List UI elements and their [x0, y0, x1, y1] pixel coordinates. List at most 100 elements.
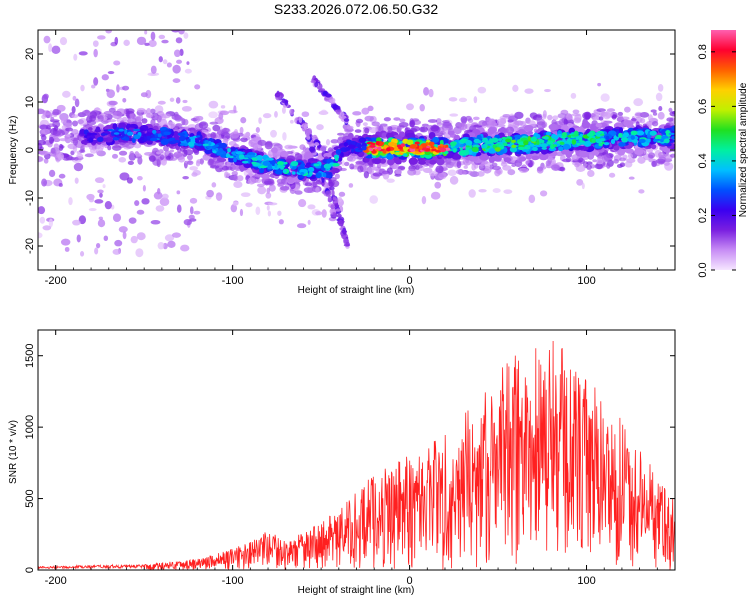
spectrogram-ridge-blob	[562, 143, 571, 150]
spectrogram-halo-blob	[545, 160, 551, 167]
spectrogram-noise-blob	[78, 51, 88, 56]
spectrogram-streak-blob	[310, 80, 317, 84]
spectrogram-noise-blob	[150, 31, 156, 41]
spectrogram-noise-blob	[175, 97, 181, 104]
spectrogram-noise-blob	[239, 126, 244, 134]
spectrogram-halo-blob	[160, 118, 168, 127]
spectrogram-halo-blob	[150, 108, 156, 114]
spectrogram-halo-blob	[65, 127, 74, 132]
spectrogram-noise-blob	[296, 223, 307, 229]
spectrogram-ridge-blob	[233, 156, 237, 163]
spectrogram-noise-blob	[41, 178, 48, 187]
spectrogram-halo-blob	[456, 169, 463, 175]
spectrogram-noise-blob	[142, 30, 145, 31]
spectrogram-ridge-blob	[613, 145, 620, 151]
spectrogram-halo-blob	[161, 113, 171, 119]
spectrogram-halo-blob	[42, 110, 52, 116]
spectrogram-noise-blob	[183, 218, 192, 226]
spectrogram-ridge-blob	[481, 144, 486, 149]
spectrogram-halo-blob	[41, 134, 47, 141]
spectrogram-noise-blob	[170, 30, 181, 33]
spectrogram-ridge-blob	[459, 147, 463, 151]
spectrogram-halo-blob	[586, 164, 592, 170]
spectrogram-ridge-blob	[447, 130, 455, 136]
spectrogram-noise-blob	[492, 188, 501, 194]
spectrogram-halo-blob	[172, 152, 182, 158]
colorbar-tick-label: 0.2	[697, 208, 709, 223]
spectrogram-halo-blob	[572, 109, 580, 114]
spectrogram-halo-blob	[125, 108, 135, 114]
spectrogram-ridge-blob	[523, 146, 528, 150]
spectrogram-streak-blob	[281, 99, 289, 104]
spectrogram-halo-blob	[129, 112, 135, 119]
spectrogram-streak-blob	[335, 208, 341, 212]
spectrogram-halo-blob	[107, 145, 112, 151]
spectrogram-halo-blob	[456, 160, 462, 169]
spectrogram-ridge-blob	[634, 147, 644, 156]
spectrogram-halo-blob	[195, 160, 201, 167]
spectrogram-noise-blob	[72, 95, 77, 101]
spectrogram-noise-blob	[39, 216, 46, 224]
spectrogram-halo-blob	[294, 190, 303, 195]
spectrogram-halo-blob	[53, 143, 60, 150]
spectrogram-noise-blob	[245, 202, 253, 208]
spectrogram-halo-blob	[276, 178, 286, 184]
spectrogram-ridge-blob	[381, 132, 388, 138]
spectrogram-halo-blob	[355, 118, 364, 124]
spectrogram-noise-blob	[140, 92, 148, 98]
snr-ytick-label: 0	[24, 567, 36, 573]
spectrogram-halo-blob	[671, 111, 675, 115]
spectrogram-halo-blob	[547, 114, 553, 121]
spectrogram-noise-blob	[278, 219, 284, 225]
spectrogram-halo-blob	[663, 161, 670, 166]
spectrogram-halo-blob	[590, 112, 601, 117]
spectrogram-ridge-blob	[579, 150, 590, 158]
spectrogram-halo-blob	[65, 133, 72, 137]
spectrogram-halo-blob	[299, 144, 306, 150]
spectrogram-halo-blob	[52, 130, 61, 137]
spectrogram-halo-blob	[421, 123, 429, 127]
spectrogram-halo-blob	[419, 126, 429, 133]
spectrogram-halo-blob	[156, 151, 162, 155]
spectrogram-noise-blob	[576, 178, 584, 186]
spectrogram-noise-blob	[307, 219, 311, 225]
spectrogram-halo-blob	[169, 157, 177, 161]
spectrogram-ridge-blob	[649, 130, 657, 136]
spectrogram-ridge-blob	[241, 160, 249, 164]
spectrogram-halo-blob	[137, 107, 146, 113]
spectrogram-noise-blob	[316, 124, 324, 131]
spectrogram-noise-blob	[60, 238, 71, 246]
spectrogram-noise-blob	[155, 205, 165, 212]
spectrogram-noise-blob	[232, 201, 239, 206]
spectrogram-noise-blob	[59, 36, 68, 46]
spectrogram-ridge-blob	[242, 157, 249, 160]
spectrogram-ridge-blob	[620, 137, 629, 142]
spectrogram-ridge-blob	[164, 138, 173, 142]
spectrogram-noise-blob	[162, 15, 170, 20]
spectrogram-noise-blob	[341, 160, 345, 167]
spectrogram-halo-blob	[169, 149, 174, 153]
spectrogram-ridge-blob	[229, 155, 234, 159]
spectrogram-ridge-blob	[388, 141, 396, 147]
spectrogram-noise-blob	[127, 160, 134, 166]
spectrogram-ridge-blob	[95, 126, 101, 132]
spectrogram-halo-blob	[562, 158, 571, 163]
spectrogram-ridge-blob	[387, 158, 395, 166]
spectrogram-noise-blob	[130, 235, 138, 244]
spectrogram-noise-blob	[144, 42, 150, 46]
spectrogram-noise-blob	[161, 39, 169, 44]
spectrogram-ridge-blob	[405, 132, 416, 138]
spectrogram-noise-blob	[94, 177, 105, 184]
spectrogram-halo-blob	[574, 163, 580, 168]
spectrogram-ridge-blob	[107, 129, 115, 132]
spectrogram-halo-blob	[592, 116, 599, 121]
spectrogram-halo-blob	[70, 137, 79, 142]
spectrogram-halo-blob	[476, 171, 485, 177]
spectrogram-peak-blob	[369, 144, 376, 148]
spectrogram-halo-blob	[422, 167, 433, 174]
spectrogram-ridge-blob	[485, 148, 490, 151]
spectrogram-ridge-blob	[275, 169, 283, 175]
spectrogram-ridge-blob	[113, 132, 120, 135]
snr-xtick-label: 100	[577, 575, 595, 587]
